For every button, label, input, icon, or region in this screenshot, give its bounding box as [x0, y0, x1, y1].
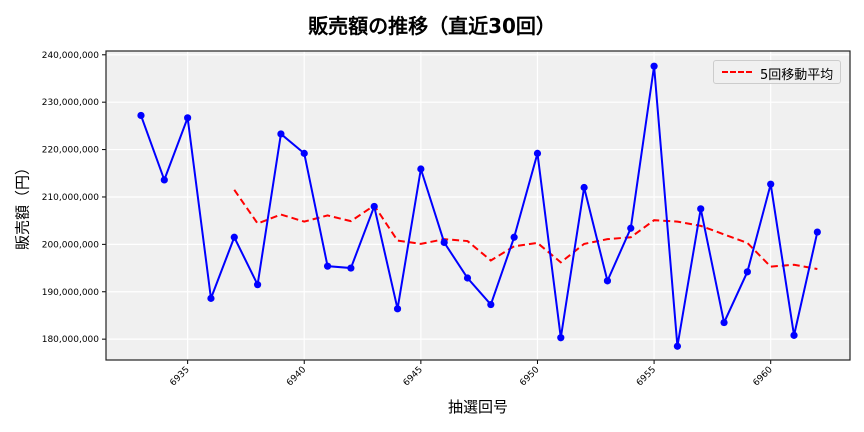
y-tick-label: 200,000,000: [42, 240, 100, 250]
data-point: [160, 176, 168, 184]
x-tick-label: 6945: [402, 365, 425, 388]
data-point: [790, 331, 798, 339]
y-tick-label: 230,000,000: [42, 98, 100, 108]
data-point: [697, 205, 705, 213]
data-point: [510, 233, 518, 241]
data-point: [323, 262, 332, 270]
chart-title: 販売額の推移（直近30回）: [308, 14, 556, 38]
data-point: [393, 305, 402, 313]
y-tick-label: 190,000,000: [42, 288, 100, 298]
x-tick-label: 6955: [635, 365, 658, 388]
y-tick-label: 210,000,000: [42, 193, 100, 203]
data-point: [230, 233, 238, 241]
data-point: [277, 130, 285, 138]
data-point: [207, 294, 215, 302]
data-point: [487, 300, 495, 309]
data-point: [300, 149, 308, 157]
data-point: [137, 111, 145, 120]
sales-line: [137, 62, 821, 350]
legend-label-moving-average: 5回移動平均: [760, 68, 834, 83]
plot-frame: [105, 50, 851, 361]
plot-background: [106, 51, 850, 360]
x-tick-label: 6935: [168, 365, 191, 388]
data-point: [440, 238, 448, 247]
data-point: [370, 202, 378, 211]
legend-dashed-line-icon: [722, 71, 752, 73]
x-tick-label: 6960: [752, 365, 775, 388]
data-point: [743, 268, 751, 276]
data-point: [580, 183, 588, 192]
data-point: [347, 264, 355, 272]
grid-lines: [106, 51, 850, 360]
y-tick-label: 220,000,000: [42, 146, 100, 156]
x-tick-label: 6940: [285, 365, 308, 388]
x-axis-label: 抽選回号: [447, 398, 508, 416]
x-tick-label: 6950: [518, 365, 541, 388]
legend: 5回移動平均: [713, 60, 841, 84]
data-point: [417, 165, 425, 173]
data-point: [253, 281, 262, 289]
data-point: [767, 180, 775, 188]
data-point: [463, 274, 472, 282]
data-point: [603, 277, 612, 285]
x-axis-ticks: 6935 6940 6945 6950 6955 6960: [168, 360, 775, 388]
data-point: [650, 62, 658, 70]
data-point: [533, 149, 542, 157]
y-tick-label: 180,000,000: [42, 335, 100, 345]
y-axis-ticks: 180,000,000 190,000,000 200,000,000 210,000…: [42, 51, 106, 345]
data-point: [673, 342, 682, 350]
y-tick-label: 240,000,000: [42, 51, 100, 61]
moving-average-line: [233, 189, 818, 270]
data-point: [627, 224, 635, 232]
data-point: [813, 228, 821, 236]
data-point: [720, 318, 728, 327]
data-point: [557, 334, 565, 342]
data-point: [184, 114, 192, 122]
